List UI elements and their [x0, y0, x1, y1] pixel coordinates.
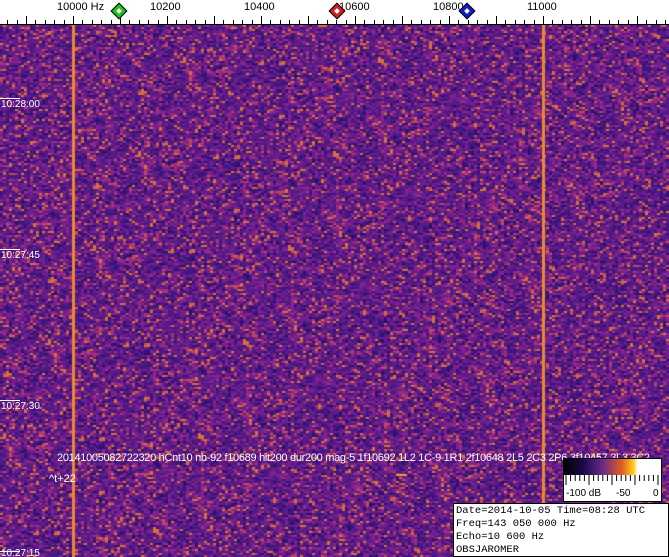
detection-line: 20141005082722320 hCnt10 nb-92 f10689 hi…: [57, 452, 650, 464]
colorbar-label-min: -100 dB: [566, 488, 602, 499]
colorbar-ticks: [565, 475, 659, 485]
time-label: 10:28:00: [1, 99, 40, 110]
freq-label-10000: 10000 Hz: [57, 1, 105, 13]
colorbar-label-max: 0: [653, 488, 659, 499]
info-date-time: Date=2014-10-05 Time=08:28 UTC: [456, 505, 646, 517]
colorbar-label-mid: -50: [616, 488, 631, 499]
info-frequency: Freq=143 050 000 Hz: [456, 518, 576, 530]
info-echo: Echo=10 600 Hz: [456, 531, 545, 543]
time-tick: [0, 400, 20, 401]
colorbar-gradient: [564, 459, 661, 475]
freq-label-10800: 10800: [433, 1, 464, 13]
time-tick: [0, 249, 20, 250]
frequency-scale: 10000 Hz 10200 10400 10600 10800 11000: [0, 0, 669, 25]
freq-label-10200: 10200: [150, 1, 181, 13]
frequency-ticks: [0, 16, 669, 25]
detection-offset: ^t+22: [49, 473, 76, 485]
time-label: 10:27:15: [1, 548, 40, 557]
freq-label-10400: 10400: [244, 1, 275, 13]
colorbar: -100 dB -50 0: [563, 458, 662, 502]
time-label: 10:27:30: [1, 401, 40, 412]
time-label: 10:27:45: [1, 250, 40, 261]
time-tick: [0, 98, 20, 99]
freq-label-11000: 11000: [527, 1, 557, 13]
info-box: Date=2014-10-05 Time=08:28 UTC Freq=143 …: [453, 503, 669, 557]
time-tick: [0, 551, 20, 552]
freq-label-10600: 10600: [339, 1, 370, 13]
waterfall-display: [0, 25, 669, 557]
info-observer: OBSJAROMER: [456, 544, 520, 556]
